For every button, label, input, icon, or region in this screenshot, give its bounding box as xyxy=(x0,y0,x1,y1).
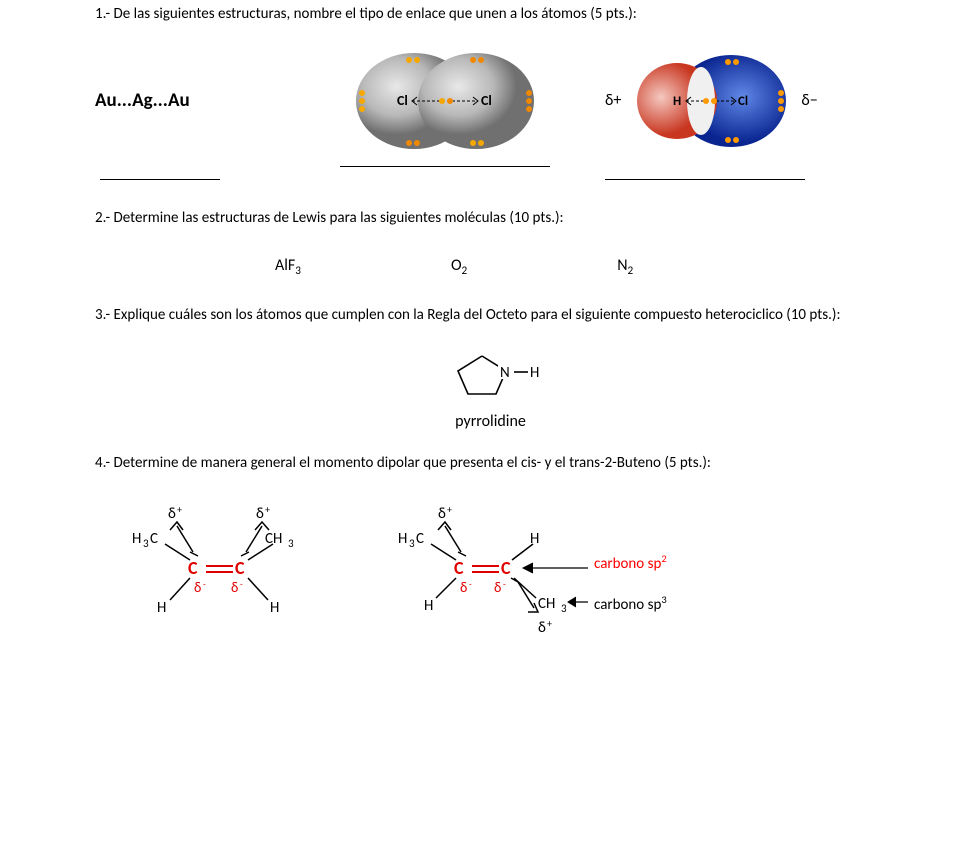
svg-text:δ: δ xyxy=(231,579,238,596)
q1-text: 1.- De las siguientes estructuras, nombr… xyxy=(95,4,886,26)
hcl-molecule: δ+ H Cl δ− xyxy=(605,51,818,151)
svg-text:Cl: Cl xyxy=(481,92,492,109)
svg-text:C: C xyxy=(454,557,464,579)
blank-line-1 xyxy=(100,179,220,180)
svg-text:3: 3 xyxy=(561,602,567,615)
svg-text:Cl: Cl xyxy=(397,92,408,109)
delta-minus-label: δ− xyxy=(801,89,817,112)
svg-text:δ: δ xyxy=(438,505,446,523)
q2-text: 2.- Determine las estructuras de Lewis p… xyxy=(95,208,886,230)
trans-butene: δ+ H3C H C C H δ- δ- xyxy=(390,500,667,650)
svg-text:C: C xyxy=(501,557,511,579)
delta-plus-label: δ+ xyxy=(605,89,621,112)
svg-text:3: 3 xyxy=(409,537,415,550)
svg-text:+: + xyxy=(265,503,270,516)
q3-text: 3.- Explique cuáles son los átomos que c… xyxy=(95,305,886,327)
question-1: 1.- De las siguientes estructuras, nombr… xyxy=(95,4,886,188)
formula-alf3: AlF3 xyxy=(275,254,301,279)
pyrrolidine-caption: pyrrolidine xyxy=(95,410,886,433)
svg-text:δ: δ xyxy=(256,505,264,523)
svg-text:δ: δ xyxy=(494,579,501,596)
q1-blank-lines xyxy=(95,166,886,188)
formula-n2: N2 xyxy=(617,254,633,279)
question-2: 2.- Determine las estructuras de Lewis p… xyxy=(95,208,886,280)
svg-text:CH: CH xyxy=(538,595,555,613)
q1-figures-row: Au...Ag...Au Cl Cl xyxy=(95,46,886,156)
blank-line-3 xyxy=(605,179,805,180)
svg-text:+: + xyxy=(447,503,452,516)
anno-sp3: carbono sp3 xyxy=(594,592,667,617)
svg-text:+: + xyxy=(177,503,182,516)
cl2-molecule: Cl Cl xyxy=(285,46,605,156)
svg-text:-: - xyxy=(240,579,243,590)
cis-butene: δ+ δ+ H3C CH3 C C xyxy=(130,500,320,650)
svg-text:Cl: Cl xyxy=(738,94,748,109)
svg-text:H: H xyxy=(398,530,407,548)
svg-text:H: H xyxy=(530,364,539,382)
svg-text:δ: δ xyxy=(194,579,201,596)
svg-text:δ: δ xyxy=(168,505,176,523)
anno-sp2: carbono sp2 xyxy=(594,551,667,576)
svg-text:-: - xyxy=(503,579,506,590)
svg-text:H: H xyxy=(424,597,433,615)
blank-line-2 xyxy=(340,166,550,167)
svg-text:H: H xyxy=(673,94,681,109)
svg-text:-: - xyxy=(469,579,472,590)
q3-figure: N H pyrrolidine xyxy=(95,344,886,433)
svg-text:+: + xyxy=(547,617,552,630)
q2-formulas: AlF3 O2 N2 xyxy=(275,254,886,279)
au-ag-au-label: Au...Ag...Au xyxy=(95,87,285,115)
svg-text:CH: CH xyxy=(265,530,282,548)
svg-text:3: 3 xyxy=(288,537,294,550)
svg-text:C: C xyxy=(416,530,424,548)
svg-text:δ: δ xyxy=(460,579,467,596)
svg-text:H: H xyxy=(132,530,141,548)
svg-text:H: H xyxy=(270,599,279,617)
q4-figures-row: δ+ δ+ H3C CH3 C C xyxy=(130,500,886,650)
q4-text: 4.- Determine de manera general el momen… xyxy=(95,453,886,475)
svg-text:δ: δ xyxy=(538,619,546,637)
svg-text:C: C xyxy=(235,557,245,579)
svg-text:N: N xyxy=(500,364,510,382)
svg-text:-: - xyxy=(203,579,206,590)
question-4: 4.- Determine de manera general el momen… xyxy=(95,453,886,650)
formula-o2: O2 xyxy=(451,254,467,279)
svg-text:C: C xyxy=(188,557,198,579)
svg-text:H: H xyxy=(157,599,166,617)
svg-text:C: C xyxy=(150,530,158,548)
question-3: 3.- Explique cuáles son los átomos que c… xyxy=(95,305,886,434)
svg-text:3: 3 xyxy=(143,537,149,550)
